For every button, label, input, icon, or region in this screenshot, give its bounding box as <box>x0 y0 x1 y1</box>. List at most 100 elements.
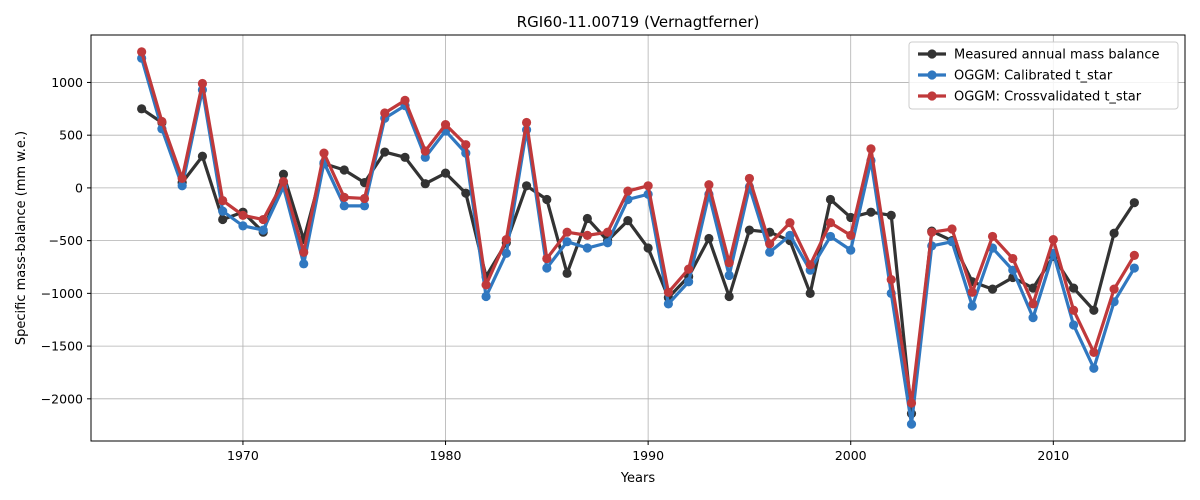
data-point <box>1129 198 1139 208</box>
data-point <box>380 147 390 157</box>
legend-label: Measured annual mass balance <box>954 48 1160 63</box>
data-point <box>542 253 552 264</box>
data-point <box>299 247 309 257</box>
data-point <box>299 259 309 269</box>
data-point <box>1089 305 1099 315</box>
data-point <box>947 224 957 234</box>
data-point <box>724 291 734 302</box>
data-point <box>1068 305 1079 315</box>
data-point <box>643 243 653 253</box>
data-point <box>582 243 592 253</box>
data-point <box>1129 250 1139 260</box>
data-point <box>825 231 836 242</box>
chart-title: RGI60-11.00719 (Vernagtferner) <box>517 13 760 31</box>
data-point <box>461 140 471 150</box>
legend-item: OGGM: Crossvalidated t_star <box>918 90 1142 105</box>
y-tick-label: 0 <box>75 180 83 195</box>
data-point <box>987 231 998 242</box>
data-point <box>805 288 815 298</box>
data-point <box>197 78 208 89</box>
data-point <box>603 238 613 248</box>
legend-marker <box>927 49 937 59</box>
y-tick-label: −2000 <box>41 391 83 406</box>
data-point <box>663 299 673 309</box>
data-point <box>380 108 390 118</box>
data-point <box>1028 283 1038 293</box>
series-layer <box>137 47 1139 429</box>
x-tick-label: 1990 <box>632 448 664 463</box>
data-point <box>1008 265 1018 275</box>
data-point <box>339 201 349 211</box>
data-point <box>684 277 694 287</box>
data-point <box>1129 263 1139 273</box>
data-point <box>582 230 592 240</box>
data-point <box>906 398 917 408</box>
data-point <box>238 210 248 220</box>
data-point <box>1068 320 1079 330</box>
y-tick-label: 500 <box>59 128 83 143</box>
plot-frame <box>90 34 1186 442</box>
data-point <box>765 239 775 249</box>
axis-ticks: 1970 1980 1990 2000 2010 −2000 −1500 −1000 −500 0… <box>41 75 1070 463</box>
data-point <box>744 225 755 235</box>
legend-label: OGGM: Calibrated t_star <box>954 69 1113 84</box>
series-2 <box>137 53 1139 429</box>
data-point <box>846 245 856 255</box>
data-point <box>724 270 734 281</box>
data-point <box>461 188 471 198</box>
data-point <box>866 207 876 217</box>
data-point <box>218 195 228 206</box>
data-point <box>927 227 937 237</box>
data-point <box>906 419 917 429</box>
data-point <box>623 216 633 226</box>
x-tick-label: 2010 <box>1037 448 1069 463</box>
data-point <box>562 237 572 247</box>
data-point <box>1089 363 1099 373</box>
data-point <box>218 214 228 225</box>
data-point <box>1028 313 1038 323</box>
data-point <box>825 194 836 205</box>
legend-label: OGGM: Crossvalidated t_star <box>954 90 1142 105</box>
data-point <box>1068 283 1079 293</box>
data-point <box>603 227 613 237</box>
data-point <box>218 206 228 216</box>
data-point <box>765 247 775 257</box>
data-point <box>886 210 896 220</box>
data-point <box>177 173 187 184</box>
data-point <box>339 192 349 202</box>
data-point <box>562 268 572 278</box>
data-point <box>137 104 147 114</box>
y-tick-label: −1000 <box>41 286 83 301</box>
data-point <box>258 214 268 225</box>
data-point <box>744 173 755 184</box>
data-point <box>1109 228 1119 238</box>
data-point <box>967 287 977 297</box>
data-point <box>137 47 147 57</box>
y-axis-label: Specific mass-balance (mm w.e.) <box>14 131 29 345</box>
series-line <box>140 56 1136 426</box>
y-tick-label: −1500 <box>41 339 83 354</box>
data-point <box>542 263 552 273</box>
legend-box <box>908 41 1179 110</box>
data-point <box>562 227 572 237</box>
data-point <box>521 117 532 128</box>
data-point <box>623 186 633 196</box>
data-point <box>278 169 289 179</box>
data-point <box>866 144 876 154</box>
x-axis-label: Years <box>620 471 656 486</box>
data-point <box>258 225 268 235</box>
data-point <box>319 148 329 158</box>
series-line <box>140 50 1136 405</box>
data-point <box>339 165 349 175</box>
data-point <box>582 213 592 224</box>
data-point <box>724 258 734 268</box>
data-point <box>197 151 208 161</box>
data-point <box>238 221 248 231</box>
data-point <box>704 233 714 244</box>
data-point <box>542 194 552 205</box>
data-point <box>501 234 511 245</box>
data-point <box>157 116 167 127</box>
data-point <box>785 230 795 240</box>
x-tick-label: 2000 <box>835 448 867 463</box>
data-point <box>359 201 370 211</box>
